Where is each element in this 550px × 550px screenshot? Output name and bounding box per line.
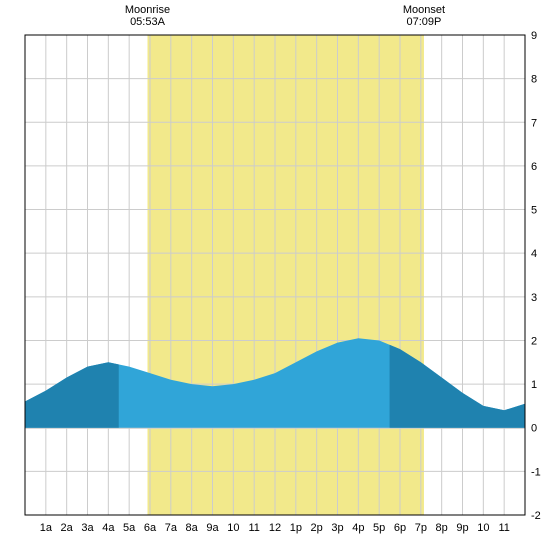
svg-text:1: 1	[531, 379, 537, 391]
svg-text:4p: 4p	[352, 522, 364, 534]
svg-text:6p: 6p	[394, 522, 406, 534]
moonset-label: Moonset	[403, 4, 445, 16]
svg-text:5p: 5p	[373, 522, 385, 534]
svg-text:4a: 4a	[102, 522, 115, 534]
tide-chart: -2-101234567891a2a3a4a5a6a7a8a9a1011121p…	[0, 0, 550, 550]
moonset-time: 07:09P	[394, 16, 454, 28]
moonrise-time: 05:53A	[118, 16, 178, 28]
svg-text:9a: 9a	[206, 522, 219, 534]
svg-text:0: 0	[531, 423, 537, 435]
svg-text:10: 10	[477, 522, 489, 534]
svg-text:12: 12	[269, 522, 281, 534]
svg-text:10: 10	[227, 522, 239, 534]
svg-text:2: 2	[531, 335, 537, 347]
svg-text:4: 4	[531, 248, 537, 260]
moonset-annotation: Moonset 07:09P	[394, 4, 454, 28]
moonrise-annotation: Moonrise 05:53A	[118, 4, 178, 28]
svg-text:7p: 7p	[415, 522, 427, 534]
svg-text:7: 7	[531, 117, 537, 129]
svg-text:3: 3	[531, 292, 537, 304]
svg-text:5: 5	[531, 205, 537, 217]
svg-text:3p: 3p	[331, 522, 343, 534]
svg-text:-1: -1	[531, 466, 541, 478]
chart-svg: -2-101234567891a2a3a4a5a6a7a8a9a1011121p…	[0, 0, 550, 550]
svg-text:3a: 3a	[81, 522, 94, 534]
svg-text:6a: 6a	[144, 522, 157, 534]
svg-text:7a: 7a	[165, 522, 178, 534]
svg-text:11: 11	[248, 522, 259, 534]
svg-text:5a: 5a	[123, 522, 136, 534]
svg-text:-2: -2	[531, 510, 541, 522]
svg-text:6: 6	[531, 161, 537, 173]
svg-text:11: 11	[498, 522, 509, 534]
svg-text:1a: 1a	[40, 522, 53, 534]
svg-text:2p: 2p	[311, 522, 323, 534]
svg-text:8: 8	[531, 74, 537, 86]
svg-text:2a: 2a	[61, 522, 74, 534]
svg-text:8p: 8p	[436, 522, 448, 534]
svg-text:8a: 8a	[186, 522, 199, 534]
svg-text:9p: 9p	[456, 522, 468, 534]
svg-text:1p: 1p	[290, 522, 302, 534]
svg-text:9: 9	[531, 30, 537, 42]
moonrise-label: Moonrise	[125, 4, 170, 16]
